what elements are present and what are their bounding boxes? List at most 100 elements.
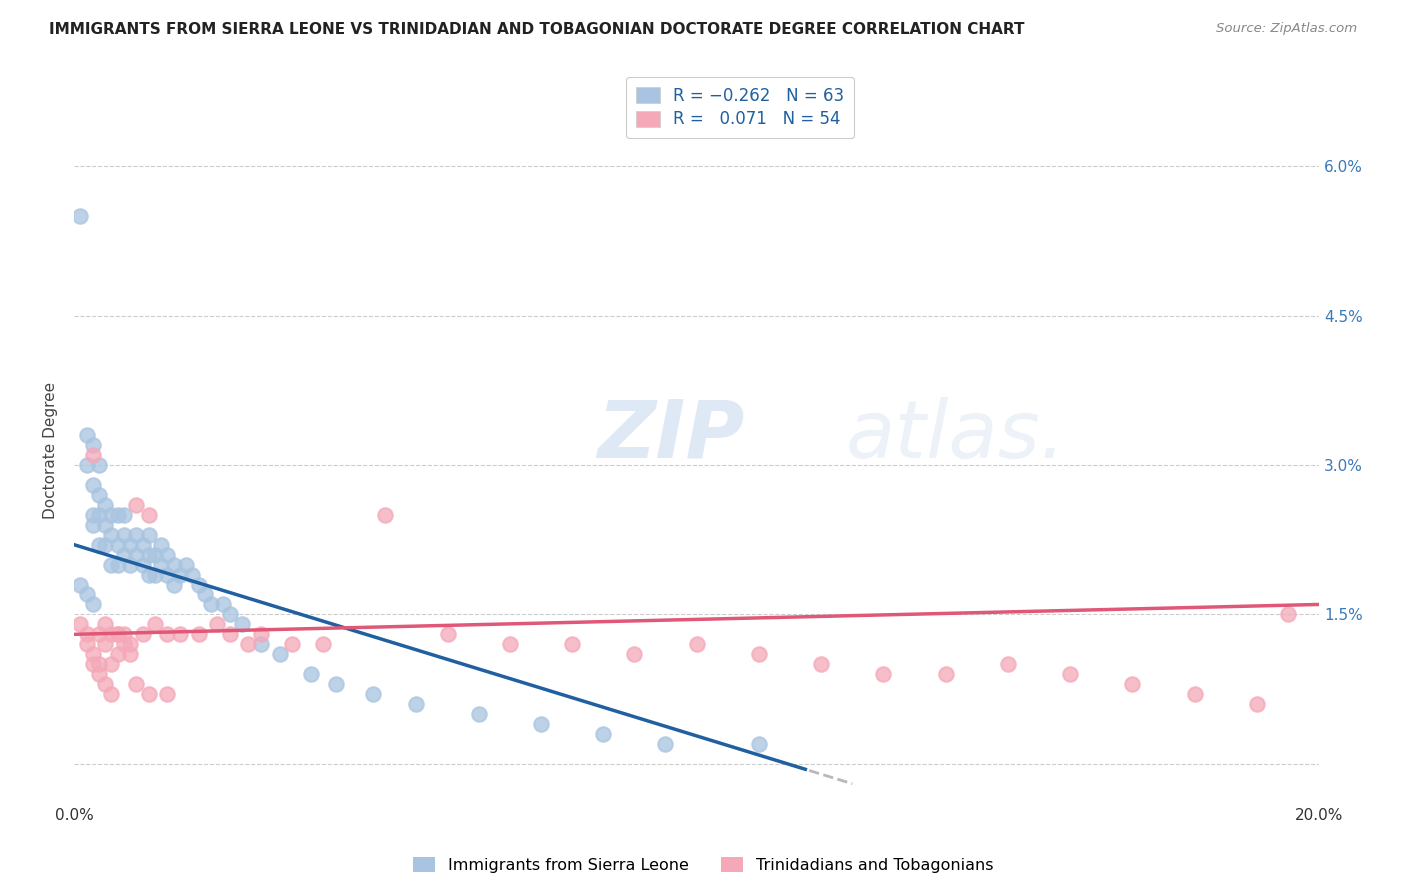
Point xyxy=(87,667,110,681)
Point xyxy=(150,538,173,552)
Point xyxy=(94,517,117,532)
Point xyxy=(194,587,217,601)
Point xyxy=(107,627,129,641)
Point xyxy=(69,577,91,591)
Point xyxy=(94,538,117,552)
Point xyxy=(100,558,122,572)
Point xyxy=(187,627,209,641)
Point xyxy=(1184,687,1206,701)
Point xyxy=(138,687,160,701)
Point xyxy=(218,627,240,641)
Point xyxy=(82,478,104,492)
Point xyxy=(218,607,240,622)
Point xyxy=(120,538,142,552)
Point xyxy=(143,548,166,562)
Point xyxy=(143,567,166,582)
Point xyxy=(361,687,384,701)
Point xyxy=(200,598,222,612)
Point xyxy=(374,508,396,522)
Point xyxy=(187,577,209,591)
Point xyxy=(120,647,142,661)
Point xyxy=(156,627,179,641)
Point xyxy=(138,548,160,562)
Point xyxy=(82,508,104,522)
Point xyxy=(94,617,117,632)
Point xyxy=(281,637,304,651)
Point xyxy=(100,508,122,522)
Point xyxy=(100,657,122,672)
Point xyxy=(143,617,166,632)
Point xyxy=(125,498,148,512)
Point xyxy=(112,508,135,522)
Point xyxy=(169,567,191,582)
Point xyxy=(467,706,489,721)
Point xyxy=(138,527,160,541)
Text: atlas.: atlas. xyxy=(846,397,1066,475)
Point xyxy=(207,617,229,632)
Point xyxy=(561,637,583,651)
Point xyxy=(748,647,770,661)
Point xyxy=(76,587,98,601)
Point xyxy=(250,627,273,641)
Point xyxy=(1121,677,1143,691)
Point xyxy=(69,209,91,223)
Point xyxy=(125,527,148,541)
Point xyxy=(163,558,186,572)
Point xyxy=(1059,667,1081,681)
Y-axis label: Doctorate Degree: Doctorate Degree xyxy=(44,382,58,518)
Point xyxy=(112,548,135,562)
Point xyxy=(112,527,135,541)
Point xyxy=(499,637,522,651)
Point xyxy=(872,667,894,681)
Point xyxy=(654,737,676,751)
Point xyxy=(269,647,291,661)
Point xyxy=(94,498,117,512)
Point xyxy=(107,538,129,552)
Point xyxy=(163,577,186,591)
Point xyxy=(174,558,197,572)
Point xyxy=(94,637,117,651)
Point xyxy=(100,687,122,701)
Point xyxy=(100,627,122,641)
Point xyxy=(107,647,129,661)
Point xyxy=(76,428,98,442)
Point xyxy=(87,657,110,672)
Point xyxy=(1246,697,1268,711)
Point xyxy=(623,647,645,661)
Legend: Immigrants from Sierra Leone, Trinidadians and Tobagonians: Immigrants from Sierra Leone, Trinidadia… xyxy=(406,851,1000,880)
Point xyxy=(156,687,179,701)
Point xyxy=(1277,607,1299,622)
Point xyxy=(935,667,957,681)
Point xyxy=(107,558,129,572)
Point xyxy=(112,627,135,641)
Point xyxy=(231,617,253,632)
Point xyxy=(82,438,104,452)
Point xyxy=(87,538,110,552)
Point xyxy=(325,677,347,691)
Point xyxy=(169,627,191,641)
Point xyxy=(156,548,179,562)
Point xyxy=(592,727,614,741)
Text: Source: ZipAtlas.com: Source: ZipAtlas.com xyxy=(1216,22,1357,36)
Point xyxy=(312,637,335,651)
Point xyxy=(125,677,148,691)
Point xyxy=(997,657,1019,672)
Point xyxy=(94,677,117,691)
Point xyxy=(299,667,322,681)
Point xyxy=(100,527,122,541)
Point xyxy=(131,538,153,552)
Point xyxy=(748,737,770,751)
Point xyxy=(107,508,129,522)
Point xyxy=(82,657,104,672)
Point xyxy=(530,717,553,731)
Point xyxy=(82,448,104,462)
Legend: R = −0.262   N = 63, R =   0.071   N = 54: R = −0.262 N = 63, R = 0.071 N = 54 xyxy=(626,77,853,138)
Point xyxy=(250,637,273,651)
Point xyxy=(76,458,98,472)
Point xyxy=(82,598,104,612)
Point xyxy=(181,567,204,582)
Point xyxy=(436,627,458,641)
Point xyxy=(810,657,832,672)
Point xyxy=(87,458,110,472)
Point xyxy=(131,558,153,572)
